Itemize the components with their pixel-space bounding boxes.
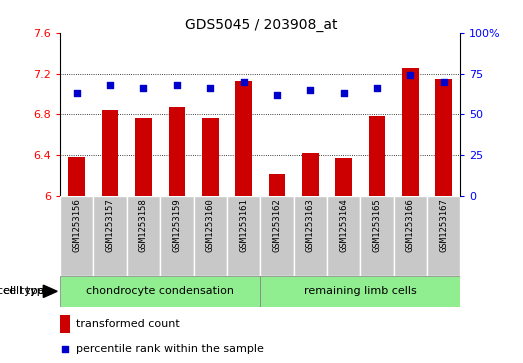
Point: [106, 82, 115, 88]
Point: [73, 90, 81, 96]
Point: [206, 85, 214, 91]
Bar: [268, 174, 285, 196]
Text: GSM1253163: GSM1253163: [306, 199, 315, 252]
Bar: [260, 196, 293, 276]
Bar: [227, 196, 260, 276]
Bar: [427, 196, 460, 276]
Text: transformed count: transformed count: [76, 319, 180, 330]
Text: GSM1253156: GSM1253156: [72, 199, 81, 252]
Bar: [168, 107, 185, 196]
Point: [240, 79, 248, 85]
Bar: [394, 196, 427, 276]
Bar: [335, 158, 352, 196]
Bar: [202, 118, 219, 196]
Point: [439, 79, 448, 85]
Point: [306, 87, 314, 93]
Bar: [94, 196, 127, 276]
Text: chondrocyte condensation: chondrocyte condensation: [86, 286, 234, 296]
Bar: [293, 196, 327, 276]
Bar: [69, 157, 85, 196]
Point: [173, 82, 181, 88]
Text: cell type: cell type: [0, 286, 45, 296]
Text: cell type: cell type: [3, 286, 50, 296]
Text: GSM1253160: GSM1253160: [206, 199, 214, 252]
Text: percentile rank within the sample: percentile rank within the sample: [76, 344, 264, 354]
Point: [373, 85, 381, 91]
Text: GSM1253166: GSM1253166: [406, 199, 415, 252]
Bar: [260, 276, 460, 307]
Polygon shape: [43, 285, 57, 298]
Bar: [127, 196, 160, 276]
Bar: [327, 196, 360, 276]
Point: [406, 72, 414, 78]
Point: [61, 346, 70, 352]
Text: GSM1253157: GSM1253157: [106, 199, 115, 252]
Text: GSM1253165: GSM1253165: [372, 199, 381, 252]
Bar: [369, 117, 385, 196]
Bar: [194, 196, 227, 276]
Bar: [360, 196, 393, 276]
Text: remaining limb cells: remaining limb cells: [304, 286, 417, 296]
Text: GSM1253161: GSM1253161: [239, 199, 248, 252]
Bar: [60, 276, 260, 307]
Bar: [135, 118, 152, 196]
Point: [139, 85, 147, 91]
Bar: [235, 81, 252, 196]
Text: GSM1253164: GSM1253164: [339, 199, 348, 252]
Point: [339, 90, 348, 96]
Bar: [435, 79, 452, 196]
Bar: [160, 196, 194, 276]
Text: GSM1253158: GSM1253158: [139, 199, 148, 252]
Bar: [102, 110, 119, 196]
Bar: [60, 196, 94, 276]
Bar: [402, 68, 418, 196]
Point: [272, 92, 281, 98]
Text: GSM1253167: GSM1253167: [439, 199, 448, 252]
Bar: [302, 153, 319, 196]
Text: GSM1253159: GSM1253159: [173, 199, 181, 252]
Bar: [60, 315, 70, 333]
Text: GDS5045 / 203908_at: GDS5045 / 203908_at: [185, 18, 338, 32]
Text: GSM1253162: GSM1253162: [272, 199, 281, 252]
